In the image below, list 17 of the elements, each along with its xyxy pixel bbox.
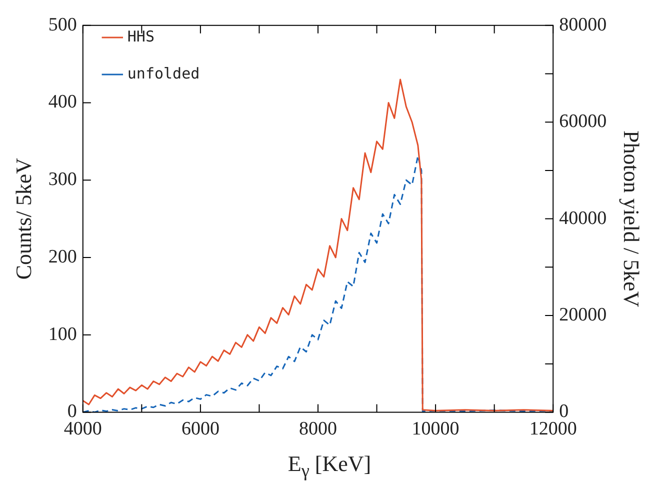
y2-tick-label: 20000: [559, 304, 607, 326]
x-tick-label: 10000: [412, 418, 460, 440]
x-axis-title: E$_{γ}$ [KeV]: [286, 450, 372, 481]
y2-tick-label: 80000: [559, 14, 607, 36]
y-tick-label: 500: [48, 14, 77, 36]
y-tick-label: 200: [48, 246, 77, 268]
y2-axis-title: Photon yield / 5keV: [619, 130, 644, 308]
legend-label: unfolded: [127, 64, 200, 82]
y2-tick-label: 40000: [559, 208, 607, 229]
legend-label: HHS: [127, 27, 154, 46]
y-tick-label: 100: [48, 324, 77, 345]
x-tick-label: 8000: [299, 418, 337, 440]
y-tick-label: 400: [48, 92, 77, 113]
y2-tick-label: 60000: [559, 111, 607, 132]
y-tick-label: 300: [48, 169, 77, 190]
y-axis-title: Counts/ 5keV: [10, 158, 36, 280]
x-tick-label: 6000: [181, 418, 220, 440]
